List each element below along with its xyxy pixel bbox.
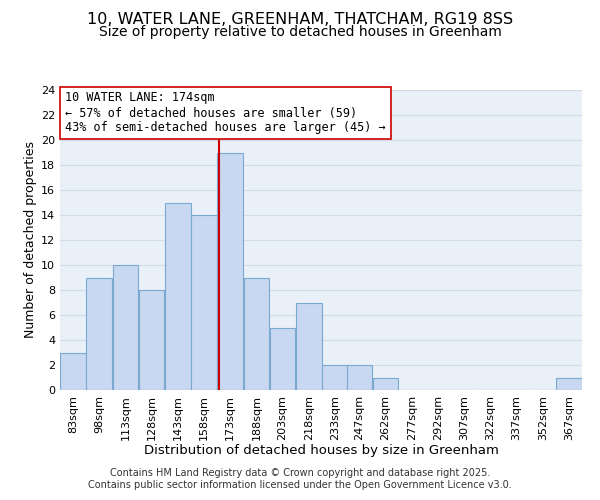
Bar: [165, 202, 191, 390]
Bar: [244, 278, 269, 390]
Bar: [556, 378, 582, 390]
Bar: [322, 365, 348, 390]
Bar: [113, 265, 138, 390]
Bar: [86, 278, 112, 390]
Bar: [270, 328, 295, 390]
Bar: [296, 302, 322, 390]
X-axis label: Distribution of detached houses by size in Greenham: Distribution of detached houses by size …: [143, 444, 499, 457]
Bar: [347, 365, 372, 390]
Text: 10 WATER LANE: 174sqm
← 57% of detached houses are smaller (59)
43% of semi-deta: 10 WATER LANE: 174sqm ← 57% of detached …: [65, 92, 386, 134]
Text: Size of property relative to detached houses in Greenham: Size of property relative to detached ho…: [98, 25, 502, 39]
Text: Contains HM Land Registry data © Crown copyright and database right 2025.: Contains HM Land Registry data © Crown c…: [110, 468, 490, 477]
Bar: [373, 378, 398, 390]
Y-axis label: Number of detached properties: Number of detached properties: [24, 142, 37, 338]
Bar: [191, 215, 217, 390]
Bar: [217, 152, 243, 390]
Text: Contains public sector information licensed under the Open Government Licence v3: Contains public sector information licen…: [88, 480, 512, 490]
Text: 10, WATER LANE, GREENHAM, THATCHAM, RG19 8SS: 10, WATER LANE, GREENHAM, THATCHAM, RG19…: [87, 12, 513, 28]
Bar: [60, 352, 86, 390]
Bar: [139, 290, 164, 390]
